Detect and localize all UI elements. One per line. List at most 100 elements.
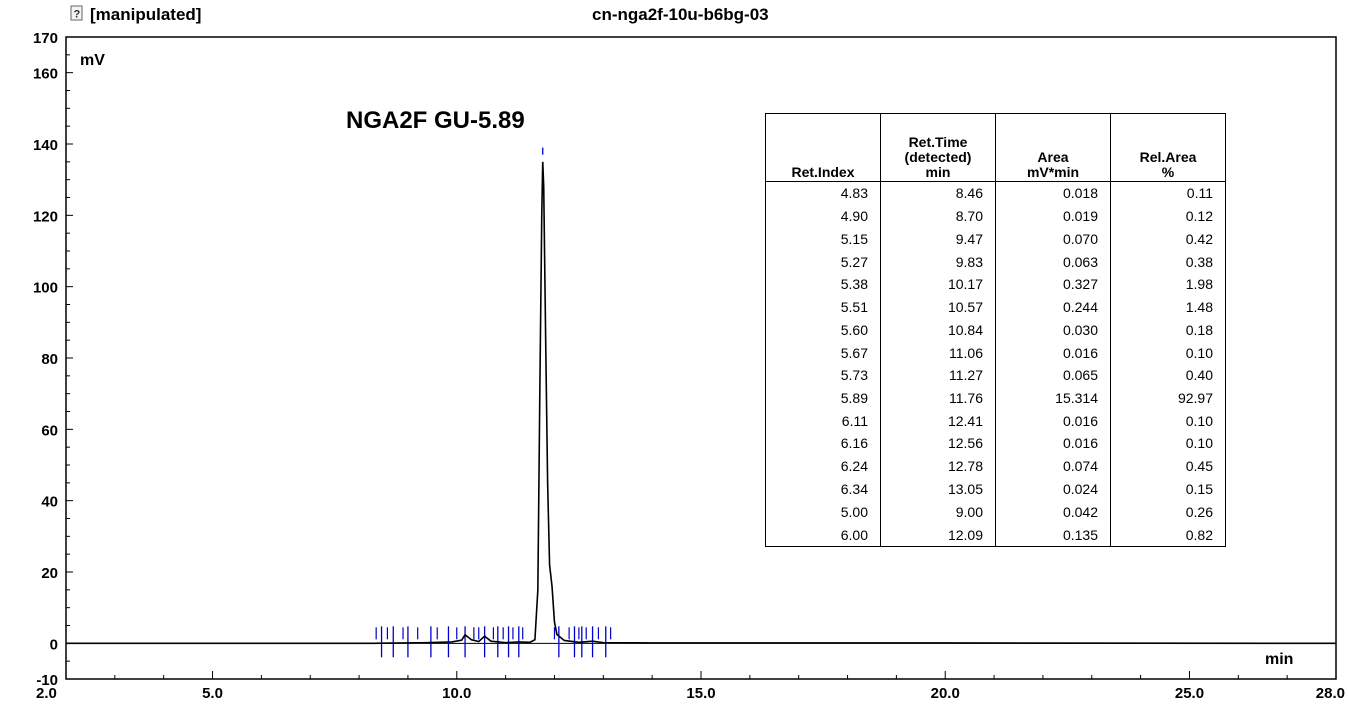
table-cell: 1.98 — [1110, 272, 1226, 296]
table-cell: 5.60 — [840, 321, 868, 338]
table-cell: 0.244 — [995, 295, 1111, 319]
y-axis-unit: mV — [80, 52, 105, 69]
table-cell: 0.327 — [995, 272, 1111, 296]
table-cell: 0.074 — [995, 454, 1111, 478]
table-cell: 5.00 — [840, 503, 868, 520]
table-row: 6.11 12.41 0.016 0.10 — [766, 409, 1226, 433]
table-cell: 0.042 — [995, 500, 1111, 524]
table-cell: 0.11 — [1110, 181, 1226, 205]
table-row: 5.15 9.47 0.070 0.42 — [766, 227, 1226, 251]
table-row: 6.24 12.78 0.074 0.45 — [766, 454, 1226, 478]
table-row: 5.38 10.17 0.327 1.98 — [766, 272, 1226, 296]
x-axis-labels: 2.0 5.0 10.0 15.0 20.0 25.0 28.0 — [36, 685, 1345, 702]
peak-markers — [375, 147, 612, 658]
status-icon: ? — [70, 5, 83, 21]
table-cell: 5.15 — [840, 230, 868, 247]
table-cell: 10.84 — [880, 318, 996, 342]
table-cell: 0.18 — [1110, 318, 1226, 342]
y-tick-label: 40 — [41, 494, 58, 511]
table-cell: 0.15 — [1110, 477, 1226, 501]
table-cell: 13.05 — [880, 477, 996, 501]
table-cell: 15.314 — [995, 386, 1111, 410]
table-cell: 5.27 — [840, 253, 868, 270]
x-tick-label: 15.0 — [686, 685, 715, 702]
table-cell: 8.70 — [880, 204, 996, 228]
y-tick-label: 0 — [50, 636, 58, 653]
table-cell: 0.016 — [995, 341, 1111, 364]
table-cell: 10.57 — [880, 295, 996, 319]
peak-table-header-row: Ret.Index Ret.Time (detected) min Area mV*min… — [765, 113, 1226, 182]
table-row: 5.51 10.57 0.244 1.48 — [766, 295, 1226, 319]
table-cell: 6.00 — [840, 526, 868, 543]
table-cell: 0.065 — [995, 363, 1111, 387]
table-cell: 1.48 — [1110, 295, 1226, 319]
table-row: 4.83 8.46 0.018 0.11 — [766, 181, 1226, 205]
table-cell: 11.06 — [880, 341, 996, 364]
status-text: [manipulated] — [90, 5, 201, 24]
table-cell: 0.40 — [1110, 363, 1226, 387]
table-cell: 92.97 — [1110, 386, 1226, 410]
table-cell: 6.34 — [840, 480, 868, 497]
table-cell: 9.83 — [880, 250, 996, 273]
table-cell: 8.46 — [880, 181, 996, 205]
x-tick-label: 20.0 — [931, 685, 960, 702]
x-axis-unit: min — [1265, 651, 1293, 668]
table-cell: 12.56 — [880, 432, 996, 455]
table-cell: 10.17 — [880, 272, 996, 296]
table-cell: 0.10 — [1110, 409, 1226, 433]
table-cell: 6.11 — [841, 412, 868, 429]
table-row: 6.34 13.05 0.024 0.15 — [766, 477, 1226, 501]
table-cell: 12.78 — [880, 454, 996, 478]
y-tick-label: 100 — [33, 280, 58, 297]
table-cell: 12.41 — [880, 409, 996, 433]
peak-table-header-cell: Ret.Index — [765, 113, 881, 182]
table-cell: 0.45 — [1110, 454, 1226, 478]
table-cell: 0.024 — [995, 477, 1111, 501]
table-row: 5.60 10.84 0.030 0.18 — [766, 318, 1226, 342]
table-cell: 0.12 — [1110, 204, 1226, 228]
chromatogram-trace — [66, 161, 1337, 645]
table-cell: 0.063 — [995, 250, 1111, 273]
table-cell: 0.42 — [1110, 227, 1226, 251]
table-cell: 4.90 — [840, 208, 868, 225]
table-row: 6.16 12.56 0.016 0.10 — [766, 432, 1226, 455]
peak-table: Ret.Index Ret.Time (detected) min Area mV*min… — [765, 113, 1226, 547]
y-tick-label: 20 — [41, 565, 58, 582]
table-cell: 0.10 — [1110, 432, 1226, 455]
table-cell: 6.24 — [840, 458, 868, 475]
table-cell: 5.51 — [840, 299, 868, 316]
table-cell: 11.27 — [880, 363, 996, 387]
y-tick-label: 170 — [33, 30, 58, 47]
table-row: 5.67 11.06 0.016 0.10 — [766, 341, 1226, 364]
table-cell: 9.00 — [880, 500, 996, 524]
peak-table-body: 4.83 8.46 0.018 0.11 4.90 8.70 0.019 0.12 5.15 9.… — [766, 181, 1226, 547]
table-cell: 0.018 — [995, 181, 1111, 205]
y-tick-label: -10 — [36, 672, 58, 689]
peak-annotation: NGA2F GU-5.89 — [346, 107, 525, 134]
table-cell: 5.67 — [840, 344, 868, 361]
table-cell: 0.10 — [1110, 341, 1226, 364]
y-tick-label: 140 — [33, 137, 58, 154]
table-cell: 0.019 — [995, 204, 1111, 228]
table-cell: 9.47 — [880, 227, 996, 251]
x-tick-label: 10.0 — [442, 685, 471, 702]
y-tick-label: 80 — [41, 351, 58, 368]
table-row: 5.00 9.00 0.042 0.26 — [766, 500, 1226, 524]
table-cell: 6.16 — [840, 435, 868, 452]
x-tick-label: 25.0 — [1175, 685, 1204, 702]
table-cell: 0.82 — [1110, 523, 1226, 547]
x-tick-label: 5.0 — [202, 685, 223, 702]
table-row: 5.73 11.27 0.065 0.40 — [766, 363, 1226, 387]
table-row: 6.00 12.09 0.135 0.82 — [766, 523, 1226, 547]
svg-text:?: ? — [74, 9, 81, 21]
x-tick-label: 28.0 — [1316, 685, 1345, 702]
table-cell: 0.135 — [995, 523, 1111, 547]
table-cell: 0.26 — [1110, 500, 1226, 524]
table-cell: 0.38 — [1110, 250, 1226, 273]
peak-table-header-cell: Area mV*min — [995, 113, 1111, 182]
table-cell: 12.09 — [880, 523, 996, 547]
y-tick-label: 160 — [33, 66, 58, 83]
table-cell: 5.38 — [840, 276, 868, 293]
peak-table-header-cell: Ret.Time (detected) min — [880, 113, 996, 182]
